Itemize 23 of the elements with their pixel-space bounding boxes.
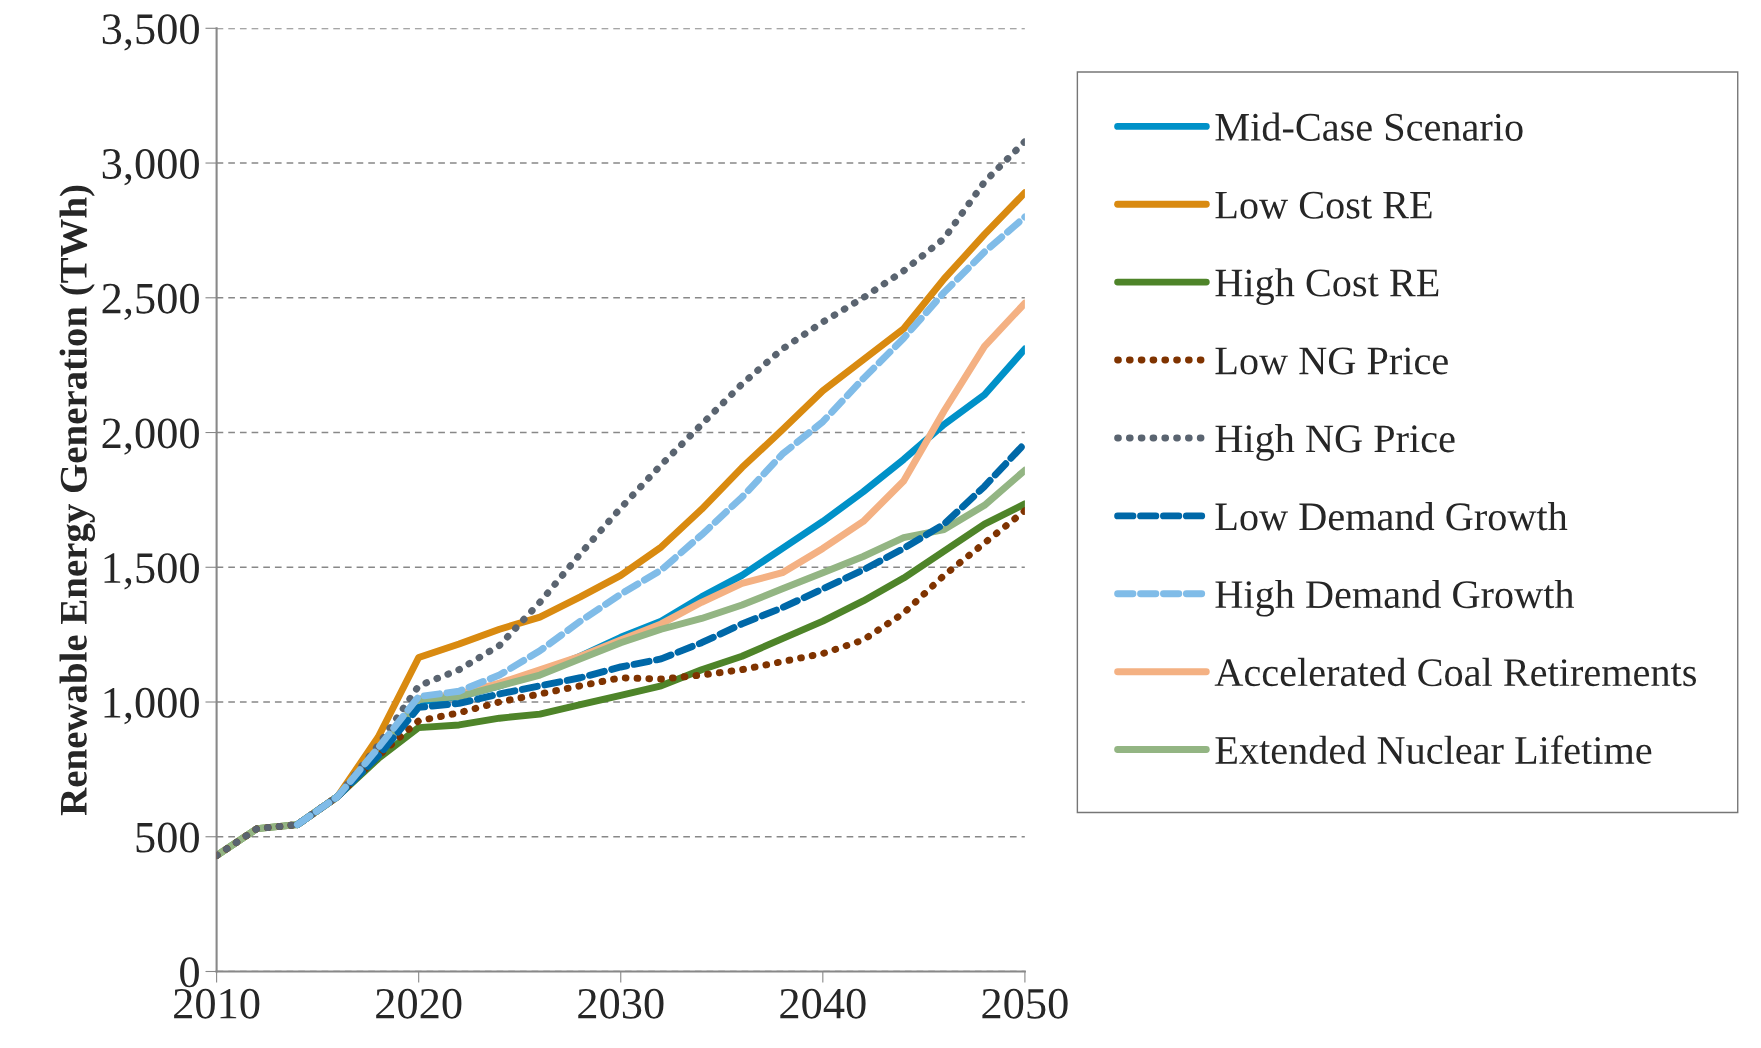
legend-label: Mid-Case Scenario bbox=[1215, 112, 1523, 141]
x-tick-label: 2040 bbox=[780, 988, 866, 1019]
y-tick-label: 1,500 bbox=[104, 553, 199, 590]
legend-label: High NG Price bbox=[1215, 424, 1455, 461]
legend-label: Low NG Price bbox=[1215, 347, 1448, 375]
x-tick-label: 2050 bbox=[982, 988, 1068, 1019]
y-tick-label: 2,000 bbox=[102, 418, 199, 455]
y-tick-label: 1,000 bbox=[104, 687, 199, 725]
y-tick-label: 3,500 bbox=[102, 14, 199, 51]
y-tick-label: 0 bbox=[180, 957, 199, 988]
x-tick-label: 2030 bbox=[578, 988, 664, 1019]
legend-label: Accelerated Coal Retirements bbox=[1214, 657, 1696, 687]
y-tick-label: 500 bbox=[136, 822, 199, 853]
legend-label: Extended Nuclear Lifetime bbox=[1215, 735, 1652, 765]
y-tick-label: 2,500 bbox=[102, 283, 199, 321]
x-tick-label: 2010 bbox=[174, 988, 260, 1019]
y-axis-title: Renewable Energy Generation (TWh) bbox=[59, 185, 96, 816]
legend-label: High Cost RE bbox=[1215, 268, 1439, 305]
y-tick-label: 3,000 bbox=[102, 148, 199, 186]
legend-label: Low Cost RE bbox=[1215, 191, 1432, 219]
x-tick-label: 2020 bbox=[376, 988, 462, 1019]
legend-label: High Demand Growth bbox=[1215, 579, 1574, 617]
legend-label: Low Demand Growth bbox=[1215, 502, 1568, 531]
